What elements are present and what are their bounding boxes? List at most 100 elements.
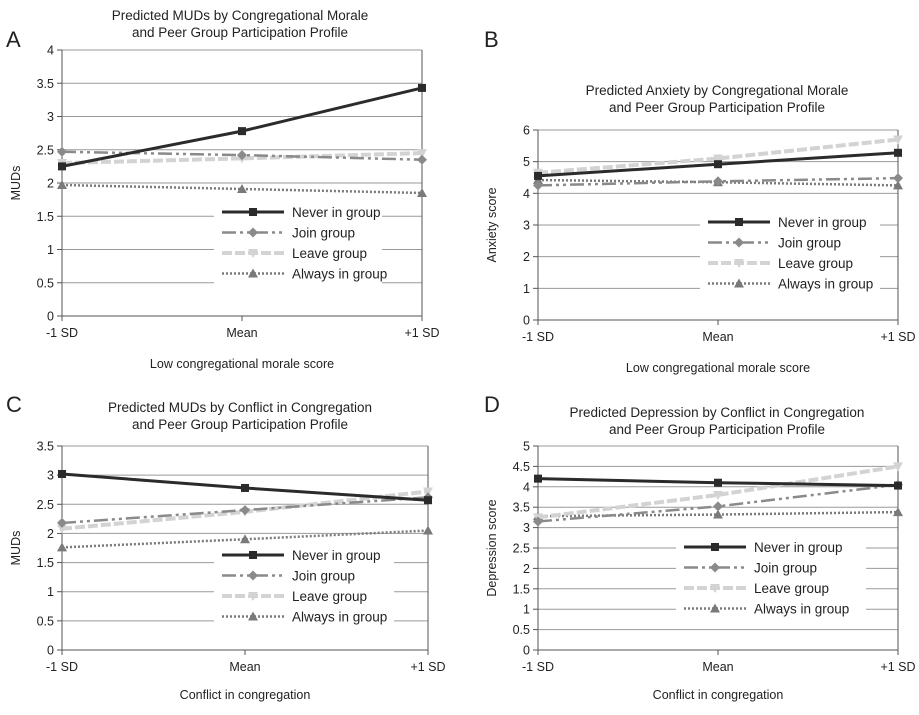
chart-title: Predicted Anxiety by Congregational Mora… bbox=[586, 83, 849, 98]
x-tick-label: Mean bbox=[226, 326, 257, 340]
legend: Never in group Join group Leave group Alway… bbox=[214, 545, 394, 633]
data-point bbox=[713, 509, 723, 519]
series-line bbox=[537, 137, 899, 175]
y-tick-label: 1 bbox=[47, 243, 54, 257]
y-tick-label: 3 bbox=[523, 521, 530, 535]
data-point bbox=[57, 517, 67, 528]
legend-item: Never in group bbox=[684, 540, 843, 555]
legend-label: Always in group bbox=[778, 277, 873, 292]
legend-label: Leave group bbox=[778, 256, 853, 271]
x-tick-label: Mean bbox=[702, 660, 733, 674]
data-point bbox=[533, 180, 543, 191]
legend-box bbox=[676, 537, 866, 625]
panel-letter: B bbox=[484, 27, 499, 52]
y-tick-label: 2.5 bbox=[513, 542, 530, 556]
legend-marker bbox=[710, 562, 720, 573]
x-tick-label: -1 SD bbox=[522, 330, 554, 344]
y-tick-label: 3 bbox=[523, 219, 530, 233]
legend-label: Never in group bbox=[292, 205, 381, 220]
data-point bbox=[534, 171, 542, 180]
legend-item: Join group bbox=[684, 561, 817, 576]
x-tick-label: Mean bbox=[702, 330, 733, 344]
series-always bbox=[57, 525, 433, 552]
series-leave bbox=[533, 462, 903, 523]
series-line bbox=[61, 529, 429, 549]
data-point bbox=[714, 478, 722, 487]
chart-panel-a: A Predicted MUDs by Congregational Morale… bbox=[6, 8, 440, 371]
series-join bbox=[533, 173, 903, 191]
y-tick-label: 6 bbox=[523, 124, 530, 138]
legend-item: Leave group bbox=[222, 589, 367, 604]
chart-title: Predicted MUDs by Congregational Morale bbox=[112, 8, 369, 23]
legend-label: Always in group bbox=[754, 602, 849, 617]
legend-marker bbox=[734, 237, 744, 248]
x-tick-label: +1 SD bbox=[404, 326, 439, 340]
y-axis-label: MUDs bbox=[9, 531, 23, 566]
y-axis-label: MUDs bbox=[9, 166, 23, 201]
series-never bbox=[534, 474, 902, 490]
y-tick-label: 0.5 bbox=[37, 614, 54, 628]
legend-label: Never in group bbox=[778, 215, 867, 230]
legend-item: Join group bbox=[222, 569, 355, 584]
legend-label: Join group bbox=[292, 569, 355, 584]
panel-letter: C bbox=[6, 392, 22, 417]
legend: Never in group Join group Leave group Alway… bbox=[676, 537, 866, 625]
y-tick-label: 4 bbox=[523, 187, 530, 201]
x-tick-label: -1 SD bbox=[46, 326, 78, 340]
legend-item: Never in group bbox=[222, 205, 381, 220]
y-tick-label: 0 bbox=[523, 644, 530, 658]
legend-marker bbox=[248, 611, 258, 621]
data-point bbox=[237, 150, 247, 161]
data-point bbox=[238, 127, 246, 136]
y-tick-label: 1.5 bbox=[37, 556, 54, 570]
legend-label: Leave group bbox=[292, 246, 367, 261]
chart-title: Predicted Depression by Conflict in Cong… bbox=[570, 405, 865, 420]
y-tick-label: 5 bbox=[523, 155, 530, 169]
legend-marker bbox=[248, 570, 258, 581]
legend-item: Leave group bbox=[222, 246, 367, 261]
legend-marker bbox=[710, 603, 720, 613]
data-point bbox=[893, 173, 903, 184]
x-axis-label: Low congregational morale score bbox=[150, 357, 334, 371]
data-point bbox=[713, 490, 723, 500]
legend-label: Join group bbox=[754, 561, 817, 576]
data-point bbox=[893, 507, 903, 517]
y-tick-label: 3 bbox=[47, 469, 54, 483]
y-tick-label: 2 bbox=[523, 250, 530, 264]
legend-marker bbox=[248, 249, 258, 258]
data-point bbox=[240, 505, 250, 516]
y-tick-label: 1 bbox=[523, 603, 530, 617]
y-tick-label: 1.5 bbox=[37, 210, 54, 224]
y-tick-label: 2 bbox=[523, 562, 530, 576]
y-tick-label: 0 bbox=[47, 310, 54, 324]
y-tick-label: 0 bbox=[523, 314, 530, 328]
data-point bbox=[893, 135, 903, 145]
legend-item: Always in group bbox=[222, 610, 387, 625]
legend-marker bbox=[248, 268, 258, 278]
data-point bbox=[57, 542, 67, 552]
data-point bbox=[57, 146, 67, 157]
series-never bbox=[534, 148, 902, 180]
y-axis-label: Depression score bbox=[485, 499, 499, 596]
legend-item: Always in group bbox=[222, 267, 387, 282]
y-tick-label: 1 bbox=[47, 585, 54, 599]
y-tick-label: 3.5 bbox=[513, 501, 530, 515]
data-point bbox=[534, 474, 542, 483]
y-tick-label: 4.5 bbox=[513, 460, 530, 474]
series-line bbox=[537, 464, 899, 520]
legend-item: Never in group bbox=[222, 548, 381, 563]
data-point bbox=[424, 496, 432, 505]
chart-title: and Peer Group Participation Profile bbox=[609, 100, 825, 115]
y-tick-label: 2 bbox=[47, 177, 54, 191]
legend-marker bbox=[711, 543, 719, 551]
data-point bbox=[237, 183, 247, 193]
legend-box bbox=[214, 202, 382, 290]
data-point bbox=[58, 162, 66, 171]
chart-title: and Peer Group Participation Profile bbox=[132, 417, 348, 432]
y-tick-label: 3.5 bbox=[37, 440, 54, 454]
legend-label: Always in group bbox=[292, 267, 387, 282]
y-tick-label: 1.5 bbox=[513, 582, 530, 596]
data-point bbox=[894, 481, 902, 490]
